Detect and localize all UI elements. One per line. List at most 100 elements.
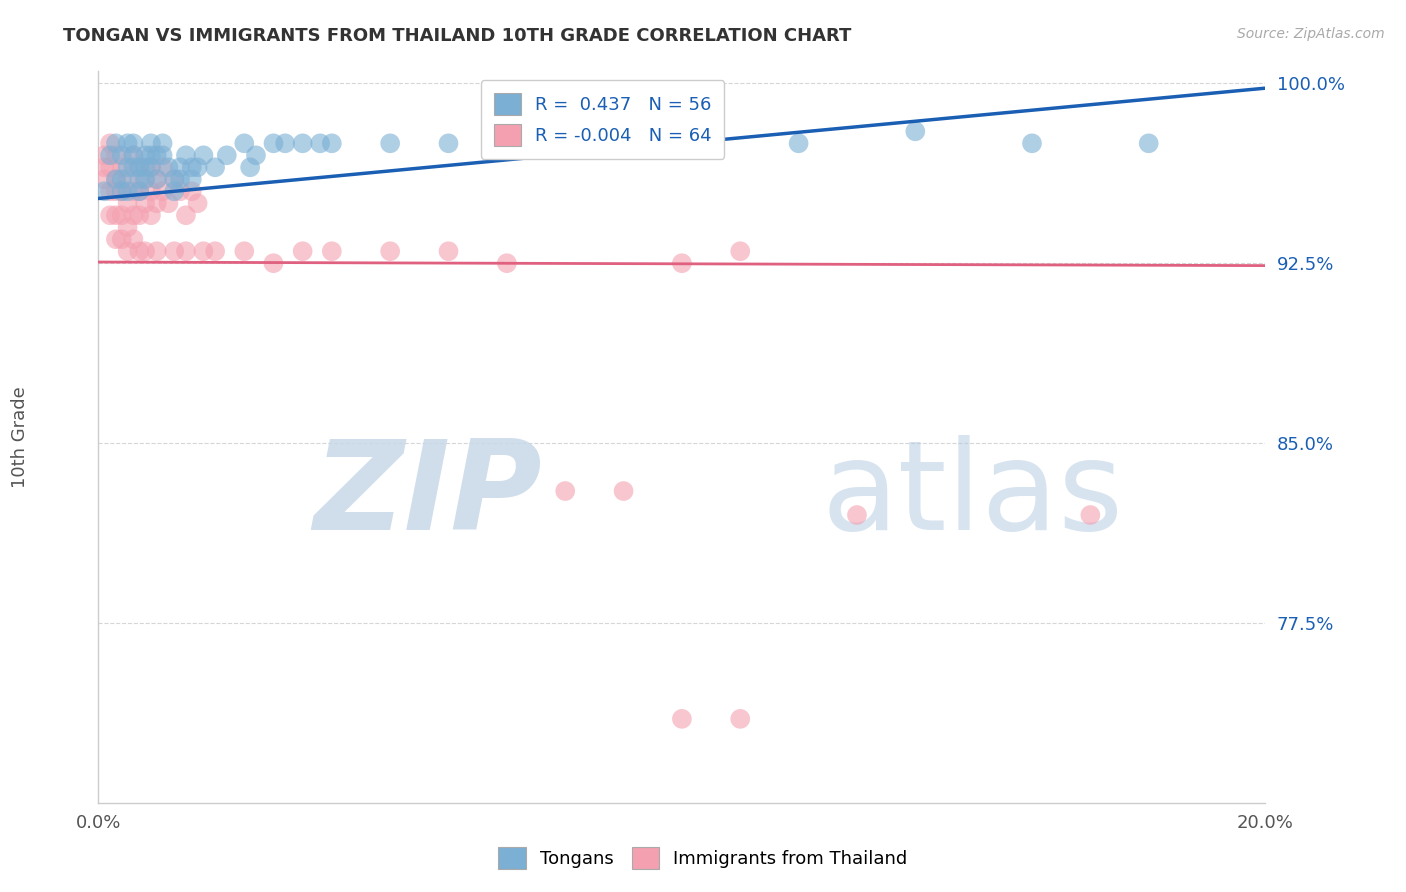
Point	[262, 136, 284, 151]
Point	[163, 172, 186, 186]
Point	[128, 161, 150, 175]
Point	[111, 184, 134, 198]
Point	[233, 244, 256, 259]
Point	[157, 161, 180, 175]
Point	[134, 172, 156, 186]
Point	[380, 244, 402, 259]
Point	[104, 136, 127, 151]
Point	[139, 148, 162, 162]
Point	[104, 148, 127, 162]
Point	[187, 196, 209, 211]
Point	[93, 148, 115, 162]
Legend: R =  0.437   N = 56, R = -0.004   N = 64: R = 0.437 N = 56, R = -0.004 N = 64	[481, 80, 724, 159]
Point	[146, 172, 169, 186]
Point	[98, 136, 121, 151]
Point	[163, 244, 186, 259]
Point	[146, 244, 169, 259]
Point	[730, 244, 752, 259]
Point	[321, 244, 343, 259]
Point	[122, 148, 145, 162]
Point	[139, 161, 162, 175]
Point	[98, 161, 121, 175]
Point	[146, 172, 169, 186]
Point	[380, 136, 402, 151]
Point	[180, 184, 202, 198]
Point	[787, 136, 810, 151]
Point	[612, 483, 634, 498]
Point	[554, 136, 576, 151]
Point	[134, 161, 156, 175]
Point	[152, 184, 174, 198]
Point	[239, 161, 262, 175]
Point	[169, 161, 191, 175]
Point	[104, 184, 127, 198]
Point	[245, 148, 267, 162]
Point	[139, 184, 162, 198]
Point	[671, 712, 693, 726]
Point	[169, 172, 191, 186]
Point	[1021, 136, 1043, 151]
Point	[437, 244, 460, 259]
Point	[104, 172, 127, 186]
Point	[174, 244, 197, 259]
Point	[117, 220, 139, 235]
Point	[111, 184, 134, 198]
Point	[104, 172, 127, 186]
Point	[122, 184, 145, 198]
Point	[93, 184, 115, 198]
Point	[117, 161, 139, 175]
Point	[104, 208, 127, 222]
Point	[104, 232, 127, 246]
Point	[671, 256, 693, 270]
Point	[111, 161, 134, 175]
Point	[117, 244, 139, 259]
Point	[146, 196, 169, 211]
Point	[612, 124, 634, 138]
Point	[163, 172, 186, 186]
Point	[98, 208, 121, 222]
Point	[139, 136, 162, 151]
Text: Source: ZipAtlas.com: Source: ZipAtlas.com	[1237, 27, 1385, 41]
Point	[193, 148, 215, 162]
Point	[128, 184, 150, 198]
Point	[117, 184, 139, 198]
Point	[291, 136, 314, 151]
Point	[98, 148, 121, 162]
Point	[111, 172, 134, 186]
Point	[157, 196, 180, 211]
Point	[128, 208, 150, 222]
Point	[122, 208, 145, 222]
Point	[163, 184, 186, 198]
Point	[122, 136, 145, 151]
Point	[152, 136, 174, 151]
Point	[180, 161, 202, 175]
Point	[262, 256, 284, 270]
Point	[846, 508, 869, 522]
Point	[437, 136, 460, 151]
Point	[117, 172, 139, 186]
Point	[111, 148, 134, 162]
Point	[554, 483, 576, 498]
Point	[291, 244, 314, 259]
Point	[174, 148, 197, 162]
Point	[274, 136, 297, 151]
Point	[98, 184, 121, 198]
Point	[139, 161, 162, 175]
Point	[128, 184, 150, 198]
Point	[180, 172, 202, 186]
Point	[193, 244, 215, 259]
Point	[1080, 508, 1102, 522]
Point	[233, 136, 256, 151]
Point	[215, 148, 238, 162]
Point	[111, 232, 134, 246]
Point	[496, 256, 519, 270]
Point	[152, 161, 174, 175]
Point	[134, 148, 156, 162]
Point	[671, 112, 693, 127]
Point	[134, 196, 156, 211]
Point	[904, 124, 927, 138]
Point	[730, 712, 752, 726]
Point	[128, 161, 150, 175]
Point	[128, 172, 150, 186]
Point	[117, 196, 139, 211]
